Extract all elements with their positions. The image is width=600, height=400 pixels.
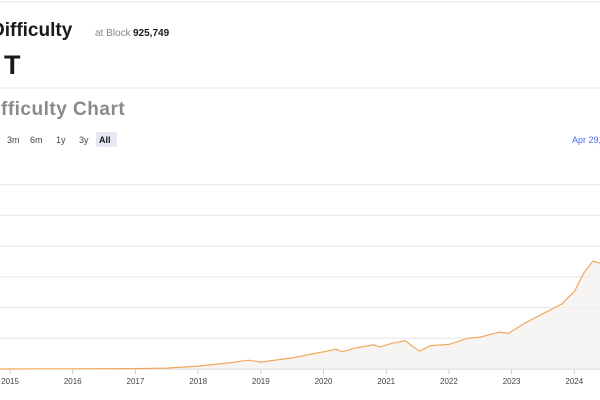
x-tick-label: 2023	[503, 377, 521, 386]
range-button[interactable]: 1y	[56, 135, 66, 145]
range-button-label[interactable]: 3m	[7, 135, 20, 145]
range-button-label[interactable]: 6m	[30, 135, 43, 145]
page-title: Difficulty	[0, 20, 73, 41]
x-tick-label: 2022	[440, 377, 458, 386]
x-tick-label: 2020	[315, 377, 333, 386]
x-tick-label: 2017	[127, 377, 145, 386]
range-button[interactable]: 6m	[30, 135, 43, 145]
range-button[interactable]: 3m	[7, 135, 20, 145]
range-button-label[interactable]: 1y	[56, 135, 66, 145]
chart-title: Difficulty Chart	[0, 99, 125, 120]
x-tick-label: 2016	[64, 377, 82, 386]
date-label: Apr 29,	[572, 135, 600, 145]
difficulty-value: T	[4, 50, 21, 80]
block-number: 925,749	[133, 28, 170, 39]
range-button[interactable]: 3y	[79, 135, 89, 145]
x-tick-label: 2015	[1, 377, 19, 386]
range-button-label[interactable]: 3y	[79, 135, 89, 145]
x-tick-label: 2018	[189, 377, 207, 386]
x-tick-label: 2021	[377, 377, 395, 386]
range-button-label[interactable]: All	[99, 135, 111, 145]
x-tick-label: 2019	[252, 377, 270, 386]
range-buttons: 3m 6m 1y 3y All	[7, 132, 117, 147]
range-button[interactable]: All	[96, 132, 117, 147]
difficulty-line	[0, 260, 600, 370]
area-fill	[0, 260, 600, 369]
range-button-bg[interactable]	[96, 132, 117, 147]
chart: 2015 2016 2017 2018 2019 2020 2021 2022 2023 2024	[0, 184, 600, 386]
x-tick-label: 2024	[565, 377, 583, 386]
block-label: at Block	[95, 28, 132, 39]
